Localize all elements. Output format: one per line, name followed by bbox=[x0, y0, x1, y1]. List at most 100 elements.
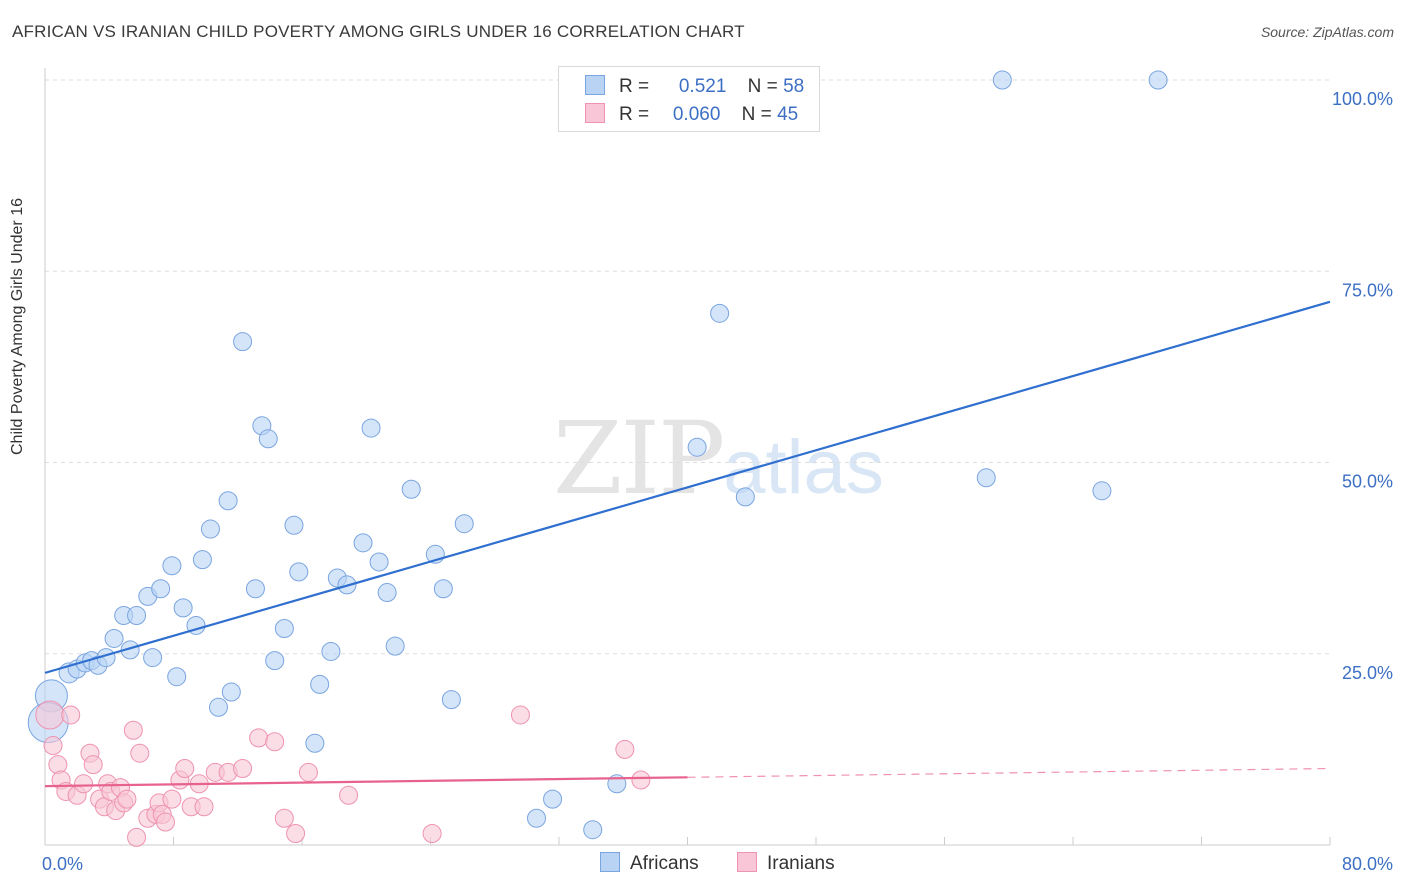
y-tick-label: 50.0% bbox=[1342, 472, 1393, 492]
data-point-africans bbox=[1092, 481, 1112, 501]
data-point-iranians bbox=[123, 720, 143, 740]
bottom-legend-africans: Africans bbox=[600, 852, 699, 875]
legend: R = 0.521 N = 58 R = 0.060 N = 45 bbox=[558, 66, 820, 132]
data-point-africans bbox=[361, 418, 381, 438]
legend-swatch-africans bbox=[585, 75, 605, 95]
data-point-iranians bbox=[631, 770, 651, 790]
data-point-iranians bbox=[43, 736, 63, 756]
data-point-iranians bbox=[286, 824, 306, 844]
legend-swatch-iranians bbox=[585, 103, 605, 123]
watermark-zip: ZIP bbox=[553, 400, 725, 517]
chart-title: AFRICAN VS IRANIAN CHILD POVERTY AMONG G… bbox=[12, 22, 745, 41]
legend-row-africans: R = 0.521 N = 58 bbox=[585, 75, 804, 99]
data-point-africans bbox=[369, 552, 389, 572]
data-point-africans bbox=[976, 468, 996, 488]
data-point-iranians bbox=[422, 824, 442, 844]
data-point-africans bbox=[310, 674, 330, 694]
y-tick-label: 75.0% bbox=[1342, 280, 1393, 300]
data-point-iranians bbox=[175, 759, 195, 778]
data-point-africans bbox=[401, 479, 421, 499]
data-point-africans bbox=[527, 808, 547, 828]
trendline-iranians bbox=[44, 776, 688, 788]
data-point-africans bbox=[104, 628, 124, 648]
data-point-iranians bbox=[298, 762, 318, 782]
data-point-africans bbox=[710, 303, 730, 323]
data-point-iranians bbox=[233, 759, 253, 778]
data-point-africans bbox=[265, 651, 285, 671]
data-point-africans bbox=[258, 429, 278, 449]
data-point-africans bbox=[162, 556, 182, 576]
data-point-iranians bbox=[249, 728, 269, 748]
data-point-africans bbox=[173, 598, 193, 618]
y-tick-label: 100.0% bbox=[1332, 89, 1393, 109]
data-point-africans bbox=[454, 514, 474, 534]
data-point-africans bbox=[687, 437, 707, 457]
legend-r-label: R = bbox=[619, 104, 650, 125]
data-point-africans bbox=[167, 667, 187, 687]
legend-n-label: N = bbox=[747, 76, 778, 97]
data-point-iranians bbox=[162, 789, 182, 809]
data-point-iranians bbox=[339, 785, 359, 805]
data-point-africans bbox=[992, 70, 1012, 90]
data-point-africans bbox=[245, 579, 265, 599]
data-point-iranians bbox=[83, 755, 103, 775]
data-point-iranians bbox=[274, 808, 294, 828]
x-tick-label: 0.0% bbox=[42, 854, 83, 874]
data-point-africans bbox=[441, 690, 461, 710]
data-point-africans bbox=[221, 682, 241, 702]
data-point-iranians bbox=[155, 812, 175, 832]
bottom-legend-label-africans: Africans bbox=[630, 853, 699, 874]
legend-r-value: 0.521 bbox=[678, 76, 727, 97]
bottom-legend-swatch-africans bbox=[600, 852, 620, 872]
y-axis-label: Child Poverty Among Girls Under 16 bbox=[9, 198, 26, 455]
trendline-extension-iranians bbox=[687, 767, 1331, 778]
data-point-africans bbox=[143, 648, 163, 668]
data-point-africans bbox=[151, 579, 171, 599]
data-point-iranians bbox=[61, 705, 81, 725]
data-point-africans bbox=[289, 562, 309, 582]
data-point-iranians bbox=[117, 789, 137, 809]
data-point-africans bbox=[1148, 70, 1168, 90]
data-point-africans bbox=[284, 515, 304, 535]
data-point-africans bbox=[233, 332, 253, 352]
legend-row-iranians: R = 0.060 N = 45 bbox=[585, 103, 798, 127]
series-africans bbox=[27, 70, 1168, 840]
data-point-africans bbox=[377, 583, 397, 603]
data-point-iranians bbox=[127, 827, 147, 847]
legend-n-value: 58 bbox=[783, 76, 805, 97]
data-point-africans bbox=[208, 697, 228, 717]
series-iranians bbox=[35, 700, 651, 847]
data-point-iranians bbox=[194, 797, 214, 817]
bottom-legend-label-iranians: Iranians bbox=[767, 853, 835, 874]
y-tick-label: 25.0% bbox=[1342, 663, 1393, 683]
data-point-iranians bbox=[74, 774, 94, 794]
data-point-africans bbox=[305, 733, 325, 753]
trendline-africans bbox=[44, 300, 1331, 674]
data-point-iranians bbox=[35, 700, 65, 730]
data-point-africans bbox=[583, 820, 603, 840]
data-point-africans bbox=[192, 550, 212, 570]
data-point-africans bbox=[274, 619, 294, 639]
data-point-africans bbox=[433, 579, 453, 599]
data-point-africans bbox=[385, 636, 405, 656]
legend-r-value: 0.060 bbox=[672, 104, 721, 125]
x-tick-label: 80.0% bbox=[1342, 854, 1393, 874]
data-point-iranians bbox=[510, 705, 530, 725]
data-point-iranians bbox=[48, 755, 68, 775]
source-label: Source: ZipAtlas.com bbox=[1260, 24, 1394, 40]
bottom-legend-iranians: Iranians bbox=[737, 852, 835, 875]
data-point-africans bbox=[543, 789, 563, 809]
data-point-africans bbox=[321, 641, 341, 661]
data-point-iranians bbox=[265, 732, 285, 752]
bottom-legend-swatch-iranians bbox=[737, 852, 757, 872]
data-point-africans bbox=[200, 519, 220, 539]
legend-n-label: N = bbox=[741, 104, 772, 125]
data-point-africans bbox=[735, 487, 755, 507]
data-point-iranians bbox=[130, 743, 150, 763]
data-point-iranians bbox=[615, 739, 635, 759]
data-point-africans bbox=[127, 606, 147, 625]
legend-n-value: 45 bbox=[777, 104, 799, 125]
legend-r-label: R = bbox=[619, 76, 650, 97]
data-point-africans bbox=[353, 533, 373, 553]
